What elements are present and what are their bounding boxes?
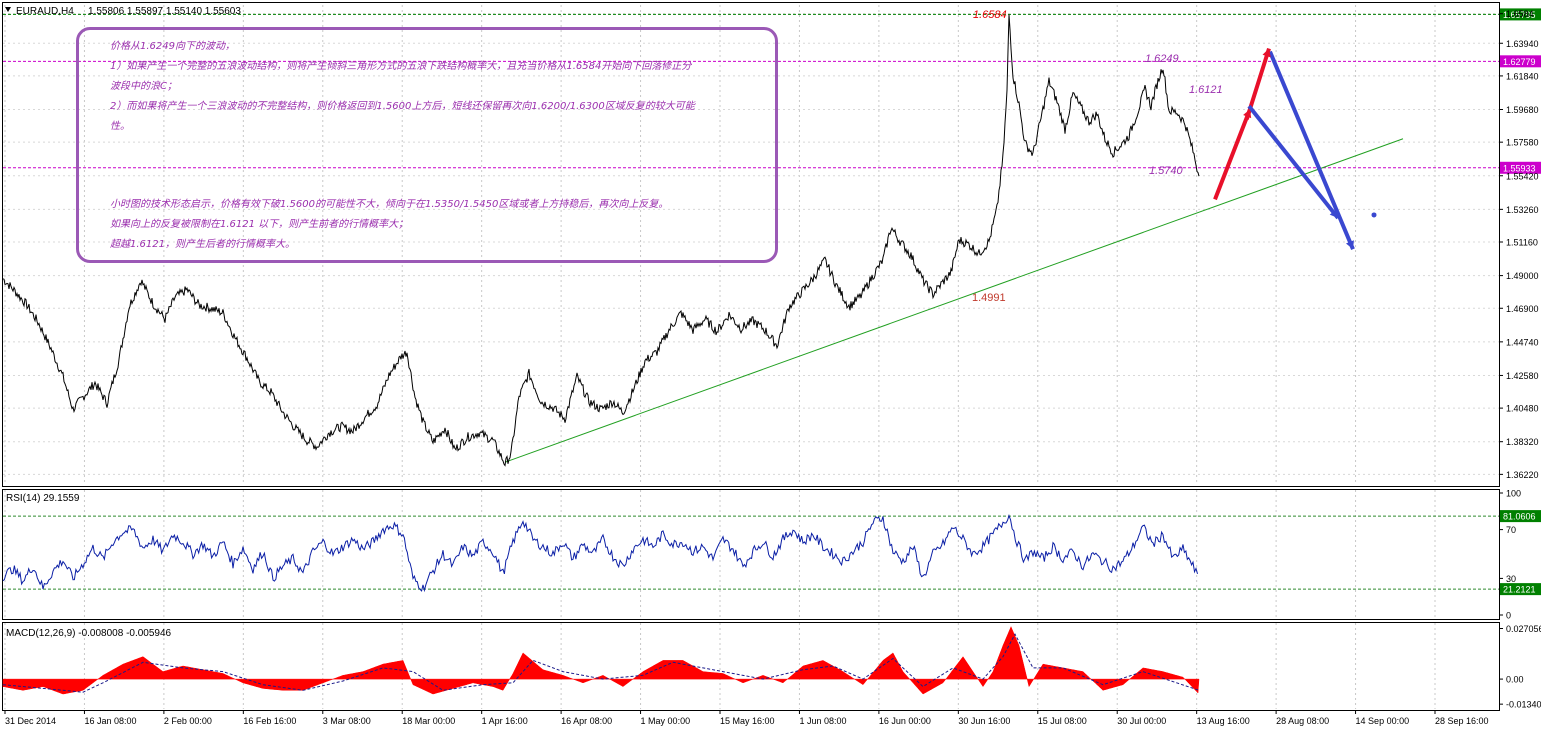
time-tick-label: 14 Sep 00:00 [1356, 716, 1410, 726]
time-tick-label: 1 Apr 16:00 [482, 716, 528, 726]
price-tick-label: 1.51160 [1506, 238, 1538, 248]
rsi-tick-label: 30 [1506, 574, 1516, 584]
price-tick-label: 1.55420 [1506, 171, 1539, 181]
time-tick-label: 16 Jan 08:00 [84, 716, 136, 726]
note-line-6: 小时图的技术形态启示，价格有效下破1.5600的可能性不大，倾向于在1.5350… [110, 199, 669, 210]
price-label-1-5740: 1.5740 [1149, 165, 1184, 177]
price-tick-label: 1.38320 [1506, 437, 1539, 447]
time-tick-label: 3 Mar 08:00 [323, 716, 371, 726]
time-tick-label: 30 Jun 16:00 [958, 716, 1010, 726]
macd-tick-label: -0.013406 [1506, 700, 1541, 710]
note-line-5: 性。 [110, 121, 130, 132]
price-tick-label: 1.63940 [1506, 39, 1539, 49]
level-tag [1500, 55, 1541, 68]
level-tag-text: 1.65795 [1503, 10, 1536, 20]
rsi-label: RSI(14) 29.1559 [6, 493, 80, 504]
price-tick-label: 1.46900 [1506, 304, 1539, 314]
time-tick-label: 13 Aug 16:00 [1197, 716, 1250, 726]
arrow-head [1345, 240, 1354, 250]
symbol-label: EURAUD,H4 [16, 6, 74, 17]
time-tick-label: 2 Feb 00:00 [164, 716, 212, 726]
macd-label: MACD(12,26,9) -0.008008 -0.005946 [6, 628, 172, 639]
note-line-7: 如果向上的反复被限制在1.6121 以下，则产生前者的行情概率大； [110, 219, 409, 230]
arrow-head [1243, 109, 1252, 119]
forecast-down-arrow-2 [1268, 50, 1355, 250]
level-tag-text: 1.62779 [1503, 57, 1536, 67]
note-line-1: 价格从1.6249向下的波动， [110, 41, 235, 52]
level-tag [1500, 8, 1541, 21]
level-tag-text: 1.55933 [1503, 163, 1536, 173]
price-label-1-6121: 1.6121 [1189, 84, 1223, 96]
price-tick-label: 1.59680 [1506, 105, 1539, 115]
price-tick-label: 1.53260 [1506, 205, 1539, 215]
price-label-1-4991: 1.4991 [972, 292, 1006, 304]
price-tick-label: 1.36220 [1506, 470, 1539, 480]
time-tick-label: 16 Jun 00:00 [879, 716, 931, 726]
rsi-level-tag [1500, 510, 1541, 523]
rsi-tick-label: 100 [1506, 489, 1521, 499]
time-tick-label: 28 Aug 08:00 [1276, 716, 1329, 726]
price-tick-label: 1.61840 [1506, 71, 1539, 81]
dropdown-arrow-icon[interactable] [5, 7, 11, 12]
price-tick-label: 1.6584 [1506, 9, 1534, 19]
price-tick-label: 1.44740 [1506, 337, 1539, 347]
time-tick-label: 15 May 16:00 [720, 716, 775, 726]
note-line-3: 波段中的浪C； [110, 81, 177, 92]
note-line-4: 2）而如果将产生一个三浪波动的不完整结构，则价格返回到1.5600上方后，短线还… [110, 101, 695, 112]
ohlc-label: 1.55806 1.55897 1.55140 1.55603 [88, 6, 241, 17]
rsi-series [2, 514, 1198, 593]
macd-tick-label: 0.00 [1506, 675, 1524, 685]
price-series [2, 14, 1200, 467]
note-line-8: 超越1.6121，则产生后者的行情概率大。 [110, 239, 295, 250]
time-tick-label: 16 Apr 08:00 [561, 716, 612, 726]
trendline [504, 138, 1404, 463]
price-tick-label: 1.49000 [1506, 271, 1539, 281]
time-tick-label: 18 Mar 00:00 [402, 716, 455, 726]
arrow-head [1262, 48, 1271, 58]
arrow-head [1329, 209, 1338, 219]
price-tick-label: 1.40480 [1506, 404, 1539, 414]
price-tick-label: 1.57580 [1506, 138, 1539, 148]
price-label-1-6584: 1.6584 [973, 9, 1007, 21]
time-tick-label: 28 Sep 16:00 [1435, 716, 1489, 726]
forecast-down-arrow-1 [1247, 104, 1340, 220]
time-tick-label: 30 Jul 00:00 [1117, 716, 1166, 726]
time-tick-label: 1 May 00:00 [641, 716, 691, 726]
rsi-level-tag [1500, 583, 1541, 596]
rsi-tick-label: 70 [1506, 525, 1516, 535]
time-tick-label: 1 Jun 08:00 [799, 716, 846, 726]
forecast-dot [1371, 212, 1377, 218]
rsi-tick-label: 0 [1506, 611, 1511, 621]
price-label-1-6249: 1.6249 [1145, 53, 1179, 65]
note-line-2: 1）如果产生一个完整的五浪波动结构，则将产生倾斜三角形方式的五浪下跌结构概率大，… [110, 61, 692, 72]
time-tick-label: 15 Jul 08:00 [1038, 716, 1087, 726]
analysis-note-box [76, 27, 778, 263]
level-tag [1500, 161, 1541, 174]
macd-signal [2, 633, 1200, 693]
time-tick-label: 16 Feb 16:00 [243, 716, 296, 726]
macd-tick-label: 0.027056 [1506, 624, 1541, 634]
price-tick-label: 1.42580 [1506, 371, 1539, 381]
rsi-level-tag-text: 81.0606 [1503, 512, 1536, 522]
time-tick-label: 31 Dec 2014 [5, 716, 56, 726]
rsi-level-tag-text: 21.2121 [1503, 585, 1536, 595]
